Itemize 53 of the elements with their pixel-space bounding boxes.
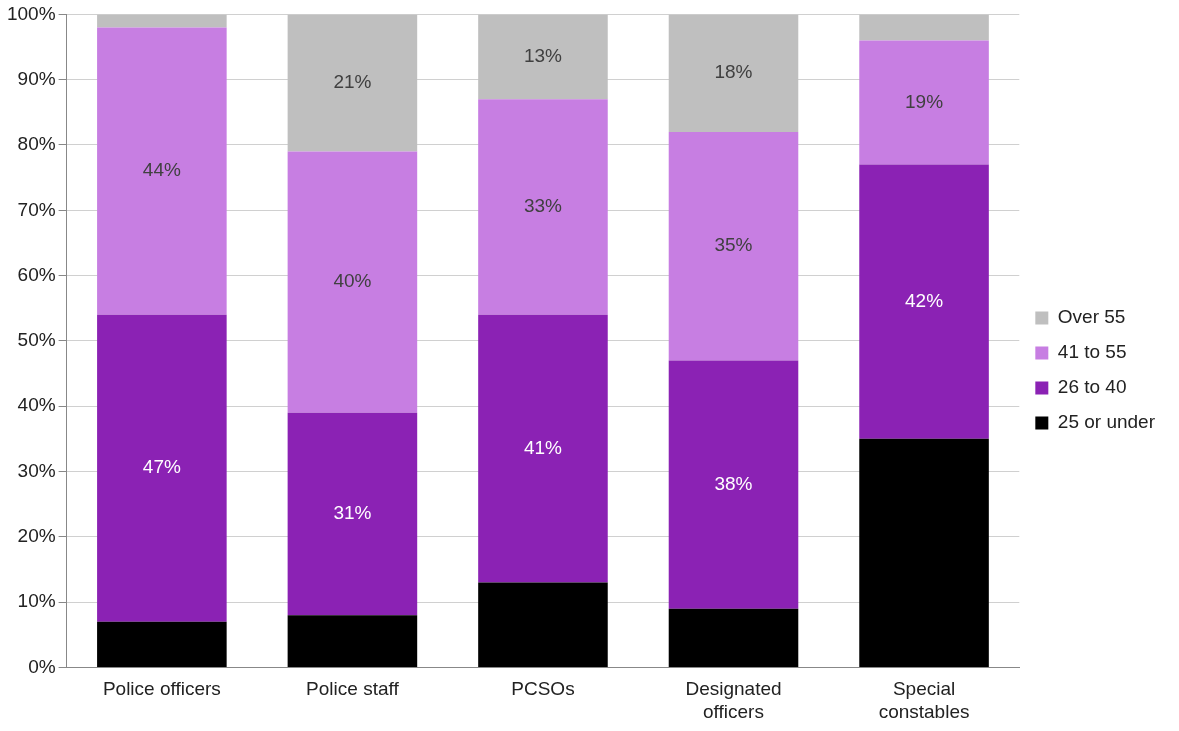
data-label: 41% — [523, 436, 563, 458]
bar — [287, 412, 418, 616]
bar — [478, 582, 608, 667]
data-label: 31% — [333, 502, 372, 524]
bar — [478, 99, 608, 315]
data-label: 47% — [142, 456, 181, 478]
bar — [97, 14, 227, 28]
y-tick-label: 50% — [17, 329, 56, 351]
data-label: 19% — [905, 90, 944, 112]
bar — [859, 14, 989, 41]
bar — [668, 360, 799, 609]
bar — [287, 151, 418, 413]
data-label: 18% — [714, 61, 753, 83]
x-tick-label: Police officers — [102, 678, 221, 700]
data-label: 21% — [333, 71, 372, 93]
data-label: 33% — [523, 195, 563, 217]
legend-label: 26 to 40 — [1057, 376, 1127, 398]
bar — [287, 14, 418, 152]
bar — [668, 131, 799, 361]
bar — [287, 615, 418, 667]
x-tick-label: Police staff — [306, 678, 400, 700]
bar — [859, 164, 989, 439]
x-tick-label: Special constables — [878, 678, 970, 722]
x-tick-label: Designated officers — [685, 678, 782, 722]
data-label: 38% — [714, 472, 753, 494]
legend-label: 41 to 55 — [1057, 341, 1127, 363]
y-tick-label: 90% — [17, 67, 56, 89]
bar — [478, 14, 608, 100]
y-tick-label: 30% — [17, 459, 56, 481]
bar — [97, 621, 227, 667]
bar — [668, 608, 799, 667]
data-label: 44% — [142, 159, 181, 181]
x-tick-label: PCSOs — [511, 678, 575, 700]
bar — [668, 14, 799, 132]
y-tick-label: 20% — [17, 525, 56, 547]
y-tick-label: 60% — [17, 263, 56, 285]
bar — [97, 314, 227, 622]
legend-label: 25 or under — [1057, 411, 1156, 433]
y-tick-label: 10% — [17, 590, 56, 612]
bar — [859, 438, 989, 667]
bar — [859, 40, 989, 165]
y-tick-label: 70% — [17, 198, 56, 220]
y-tick-label: 0% — [28, 655, 56, 677]
y-tick-label: 40% — [17, 394, 56, 416]
y-tick-label: 80% — [17, 133, 56, 155]
data-label: 13% — [523, 45, 563, 67]
bar — [478, 314, 608, 583]
legend-label: Over 55 — [1057, 306, 1126, 328]
y-tick-label: 100% — [6, 2, 56, 24]
bar — [97, 27, 227, 315]
data-label: 42% — [905, 289, 944, 311]
data-label: 35% — [714, 234, 753, 256]
data-label: 40% — [333, 270, 372, 292]
